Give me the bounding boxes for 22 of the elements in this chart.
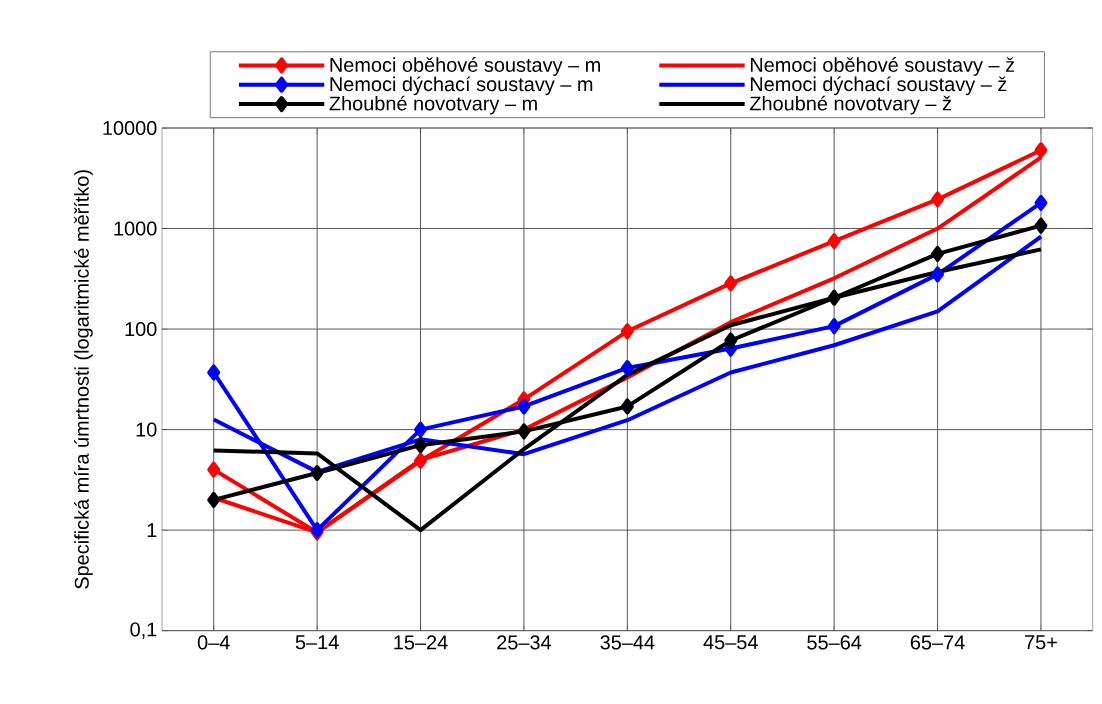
x-tick-label: 0–4 bbox=[197, 635, 230, 650]
x-tick-label: 25–34 bbox=[497, 635, 552, 650]
y-tick-label: 1 bbox=[147, 523, 157, 537]
x-tick-label: 55–64 bbox=[807, 635, 862, 650]
legend-label: Nemoci oběhové soustavy – ž bbox=[750, 57, 1015, 76]
legend-label: Nemoci oběhové soustavy – m bbox=[330, 57, 600, 76]
y-tick-label: 10000 bbox=[103, 120, 157, 136]
legend-label: Nemoci dýchací soustavy – m bbox=[330, 76, 593, 96]
y-tick-label: 100 bbox=[125, 322, 157, 337]
y-axis-title: Specifická míra úmrtnosti (logaritmické měřítko) bbox=[73, 170, 93, 589]
x-tick-label: 45–54 bbox=[703, 635, 758, 650]
legend-label: Nemoci dýchací soustavy – ž bbox=[750, 76, 1007, 96]
legend-label: Zhoubné novotvary – m bbox=[329, 95, 537, 115]
y-tick-label: 1000 bbox=[114, 221, 157, 236]
x-tick-label: 5–14 bbox=[295, 635, 339, 650]
x-tick-label: 65–74 bbox=[910, 635, 965, 650]
x-tick-label: 35–44 bbox=[600, 635, 655, 650]
y-tick-label: 10 bbox=[136, 422, 157, 437]
x-tick-label: 75+ bbox=[1025, 635, 1057, 650]
y-tick-label: 0,1 bbox=[130, 622, 157, 639]
x-tick-label: 15–24 bbox=[394, 635, 448, 650]
legend-label: Zhoubné novotvary – ž bbox=[749, 95, 951, 115]
